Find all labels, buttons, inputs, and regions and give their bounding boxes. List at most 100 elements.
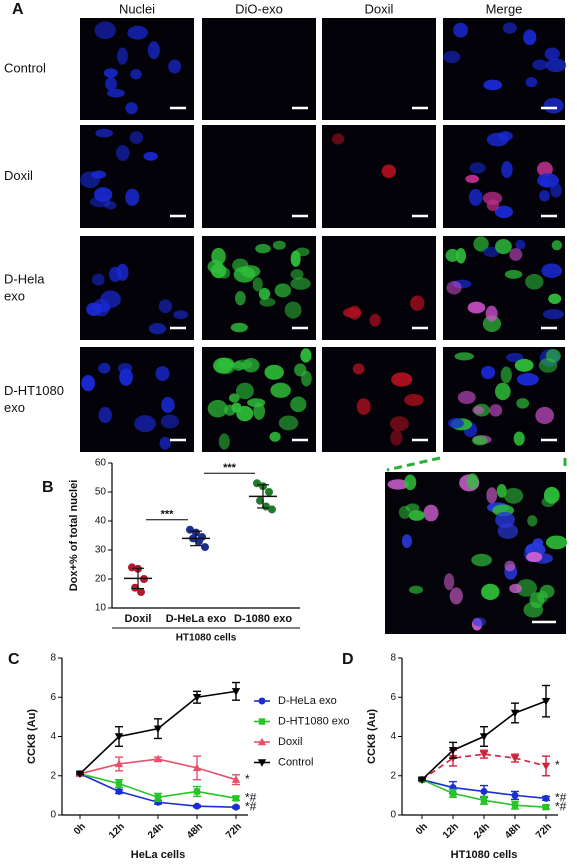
data-point: [131, 583, 139, 592]
x-tick-label: 0h: [414, 821, 430, 837]
cell: [387, 479, 409, 490]
y-tick-label: 4: [390, 731, 396, 742]
marker: [153, 754, 163, 763]
cell: [485, 305, 498, 322]
annotation: *#: [555, 799, 567, 813]
data-point: [201, 543, 209, 552]
annotation: *#: [245, 799, 257, 813]
y-tick-label: 6: [390, 692, 396, 703]
cell: [105, 76, 117, 91]
cell: [540, 177, 552, 188]
x-axis-label: HT1080 cells: [451, 849, 518, 861]
cell: [468, 188, 483, 206]
cell: [503, 487, 524, 504]
cell: [543, 97, 564, 114]
y-axis-label: Dox+% of total nuclei: [68, 480, 80, 592]
cell: [494, 382, 511, 401]
cell: [539, 584, 555, 599]
cell: [466, 473, 479, 490]
y-tick-label: 0: [50, 810, 56, 821]
column-header: Doxil: [365, 1, 394, 16]
cell: [231, 402, 242, 413]
cell: [103, 68, 118, 78]
cell: [228, 393, 240, 403]
marker: [232, 795, 240, 802]
cell: [98, 362, 111, 374]
cell: [117, 362, 133, 374]
cell: [471, 553, 492, 567]
panel-label: D: [342, 651, 354, 668]
x-tick-label: D-1080 exo: [234, 613, 292, 625]
y-tick-label: 6: [50, 692, 56, 703]
cell: [486, 487, 498, 504]
cell: [95, 128, 113, 138]
cell: [129, 131, 144, 144]
row-label: exo: [4, 400, 25, 415]
cell: [290, 269, 304, 280]
x-axis-label: HeLa cells: [131, 849, 185, 861]
legend-label: Control: [278, 756, 313, 768]
cell: [272, 240, 286, 250]
cell: [514, 358, 534, 372]
cell: [130, 69, 142, 80]
y-axis-label: CCK8 (Au): [26, 709, 38, 764]
legend-label: D-HT1080 exo: [278, 715, 350, 727]
cell: [104, 201, 117, 210]
cell: [125, 102, 138, 115]
row-label: Doxil: [4, 168, 33, 183]
cell: [98, 407, 112, 423]
cell: [259, 297, 276, 307]
y-tick-label: 20: [95, 574, 107, 585]
cell: [545, 58, 567, 73]
cell: [81, 374, 96, 392]
legend-marker: [258, 697, 266, 705]
cell: [457, 390, 476, 405]
y-tick-label: 0: [390, 810, 396, 821]
cell: [467, 301, 486, 314]
cell: [391, 372, 413, 387]
cell: [525, 273, 544, 290]
micrograph: [202, 18, 316, 120]
cell: [91, 170, 107, 179]
cell: [481, 365, 496, 380]
cell: [410, 295, 425, 311]
micrograph: [322, 18, 436, 120]
cell: [207, 259, 224, 274]
annotation: *#: [555, 790, 567, 804]
marker: [232, 803, 240, 811]
cell: [215, 359, 236, 375]
cell: [541, 263, 562, 279]
cell: [134, 415, 156, 433]
cell: [252, 277, 263, 292]
marker: [231, 775, 241, 783]
cell: [498, 131, 513, 141]
cell: [294, 363, 307, 377]
column-header: DiO-exo: [235, 1, 283, 16]
cell: [532, 59, 548, 71]
cell: [500, 366, 512, 384]
cell: [356, 398, 371, 415]
cell: [404, 393, 424, 407]
x-tick-label: 24h: [472, 821, 492, 841]
cell: [290, 277, 311, 290]
cell: [173, 310, 189, 320]
marker: [193, 802, 201, 810]
cell: [218, 267, 231, 279]
cell: [161, 396, 175, 414]
marker: [114, 759, 124, 768]
cell: [444, 573, 455, 591]
x-tick-label: 48h: [503, 821, 523, 841]
cell: [515, 579, 538, 597]
cell: [106, 88, 125, 98]
cell: [278, 415, 299, 431]
cell: [159, 436, 171, 450]
y-tick-label: 8: [390, 653, 396, 664]
marker: [510, 754, 520, 763]
cell: [472, 406, 485, 415]
cell: [240, 265, 261, 278]
cell: [446, 280, 462, 295]
cell: [551, 240, 562, 251]
panel-label: B: [42, 479, 54, 496]
panel-label: C: [8, 651, 20, 668]
cell: [472, 617, 487, 627]
